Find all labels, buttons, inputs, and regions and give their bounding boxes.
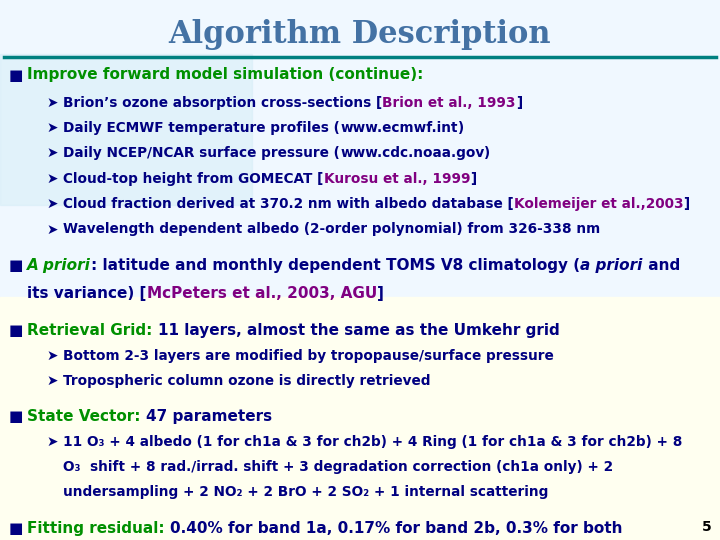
Text: Daily NCEP/NCAR surface pressure (: Daily NCEP/NCAR surface pressure (: [63, 146, 340, 160]
Bar: [0, 54, 252, 205]
Text: ]: ]: [377, 286, 384, 301]
Text: Brion’s ozone absorption cross-sections [: Brion’s ozone absorption cross-sections …: [63, 96, 382, 110]
Text: Retrieval Grid:: Retrieval Grid:: [27, 323, 158, 339]
Text: Bottom 2-3 layers are modified by tropopause/surface pressure: Bottom 2-3 layers are modified by tropop…: [63, 349, 554, 363]
Text: ■: ■: [9, 68, 23, 83]
Text: and: and: [643, 258, 680, 273]
Text: Kolemeijer et al.,2003: Kolemeijer et al.,2003: [514, 197, 683, 211]
Text: ➤: ➤: [47, 349, 58, 363]
Text: ■: ■: [9, 258, 23, 273]
Text: 0.40% for band 1a, 0.17% for band 2b, 0.3% for both: 0.40% for band 1a, 0.17% for band 2b, 0.…: [170, 521, 623, 536]
Text: ➤: ➤: [47, 222, 58, 237]
Text: 11 layers, almost the same as the Umkehr grid: 11 layers, almost the same as the Umkehr…: [158, 323, 559, 339]
Text: ➤: ➤: [47, 374, 58, 388]
Text: State Vector:: State Vector:: [27, 409, 146, 424]
Text: 11 O₃ + 4 albedo (1 for ch1a & 3 for ch2b) + 4 Ring (1 for ch1a & 3 for ch2b) + : 11 O₃ + 4 albedo (1 for ch1a & 3 for ch2…: [63, 435, 683, 449]
Text: Wavelength dependent albedo (2-order polynomial) from 326-338 nm: Wavelength dependent albedo (2-order pol…: [63, 222, 600, 237]
Bar: [0, 0, 720, 297]
Bar: [0, 297, 720, 540]
Text: ➤: ➤: [47, 435, 58, 449]
Text: ■: ■: [9, 323, 23, 339]
Text: a priori: a priori: [580, 258, 643, 273]
Text: its variance) [: its variance) [: [27, 286, 147, 301]
Text: ➤: ➤: [47, 146, 58, 160]
Text: www.cdc.noaa.gov: www.cdc.noaa.gov: [340, 146, 485, 160]
Text: ]: ]: [516, 96, 522, 110]
Text: Cloud fraction derived at 370.2 nm with albedo database [: Cloud fraction derived at 370.2 nm with …: [63, 197, 514, 211]
Text: ]: ]: [470, 172, 476, 186]
Text: O₃  shift + 8 rad./irrad. shift + 3 degradation correction (ch1a only) + 2: O₃ shift + 8 rad./irrad. shift + 3 degra…: [63, 460, 613, 474]
Text: 47 parameters: 47 parameters: [146, 409, 272, 424]
Text: Algorithm Description: Algorithm Description: [168, 19, 552, 50]
Text: : latitude and monthly dependent TOMS V8 climatology (: : latitude and monthly dependent TOMS V8…: [91, 258, 580, 273]
Text: ➤: ➤: [47, 172, 58, 186]
Text: Tropospheric column ozone is directly retrieved: Tropospheric column ozone is directly re…: [63, 374, 431, 388]
Text: Kurosu et al., 1999: Kurosu et al., 1999: [323, 172, 470, 186]
Text: McPeters et al., 2003, AGU: McPeters et al., 2003, AGU: [147, 286, 377, 301]
Text: undersampling + 2 NO₂ + 2 BrO + 2 SO₂ + 1 internal scattering: undersampling + 2 NO₂ + 2 BrO + 2 SO₂ + …: [63, 485, 549, 500]
Text: ): ): [458, 121, 464, 135]
Text: Brion et al., 1993: Brion et al., 1993: [382, 96, 516, 110]
Text: ➤: ➤: [47, 197, 58, 211]
Text: www.ecmwf.int: www.ecmwf.int: [340, 121, 458, 135]
Text: Cloud-top height from GOMECAT [: Cloud-top height from GOMECAT [: [63, 172, 323, 186]
Text: ■: ■: [9, 521, 23, 536]
Text: ■: ■: [9, 409, 23, 424]
Text: Daily ECMWF temperature profiles (: Daily ECMWF temperature profiles (: [63, 121, 340, 135]
Text: Improve forward model simulation (continue):: Improve forward model simulation (contin…: [27, 68, 424, 83]
Text: ➤: ➤: [47, 96, 58, 110]
Text: ➤: ➤: [47, 121, 58, 135]
Text: Fitting residual:: Fitting residual:: [27, 521, 170, 536]
Text: 5: 5: [701, 519, 711, 534]
Text: ): ): [485, 146, 490, 160]
Text: ]: ]: [683, 197, 690, 211]
Text: A priori: A priori: [27, 258, 91, 273]
